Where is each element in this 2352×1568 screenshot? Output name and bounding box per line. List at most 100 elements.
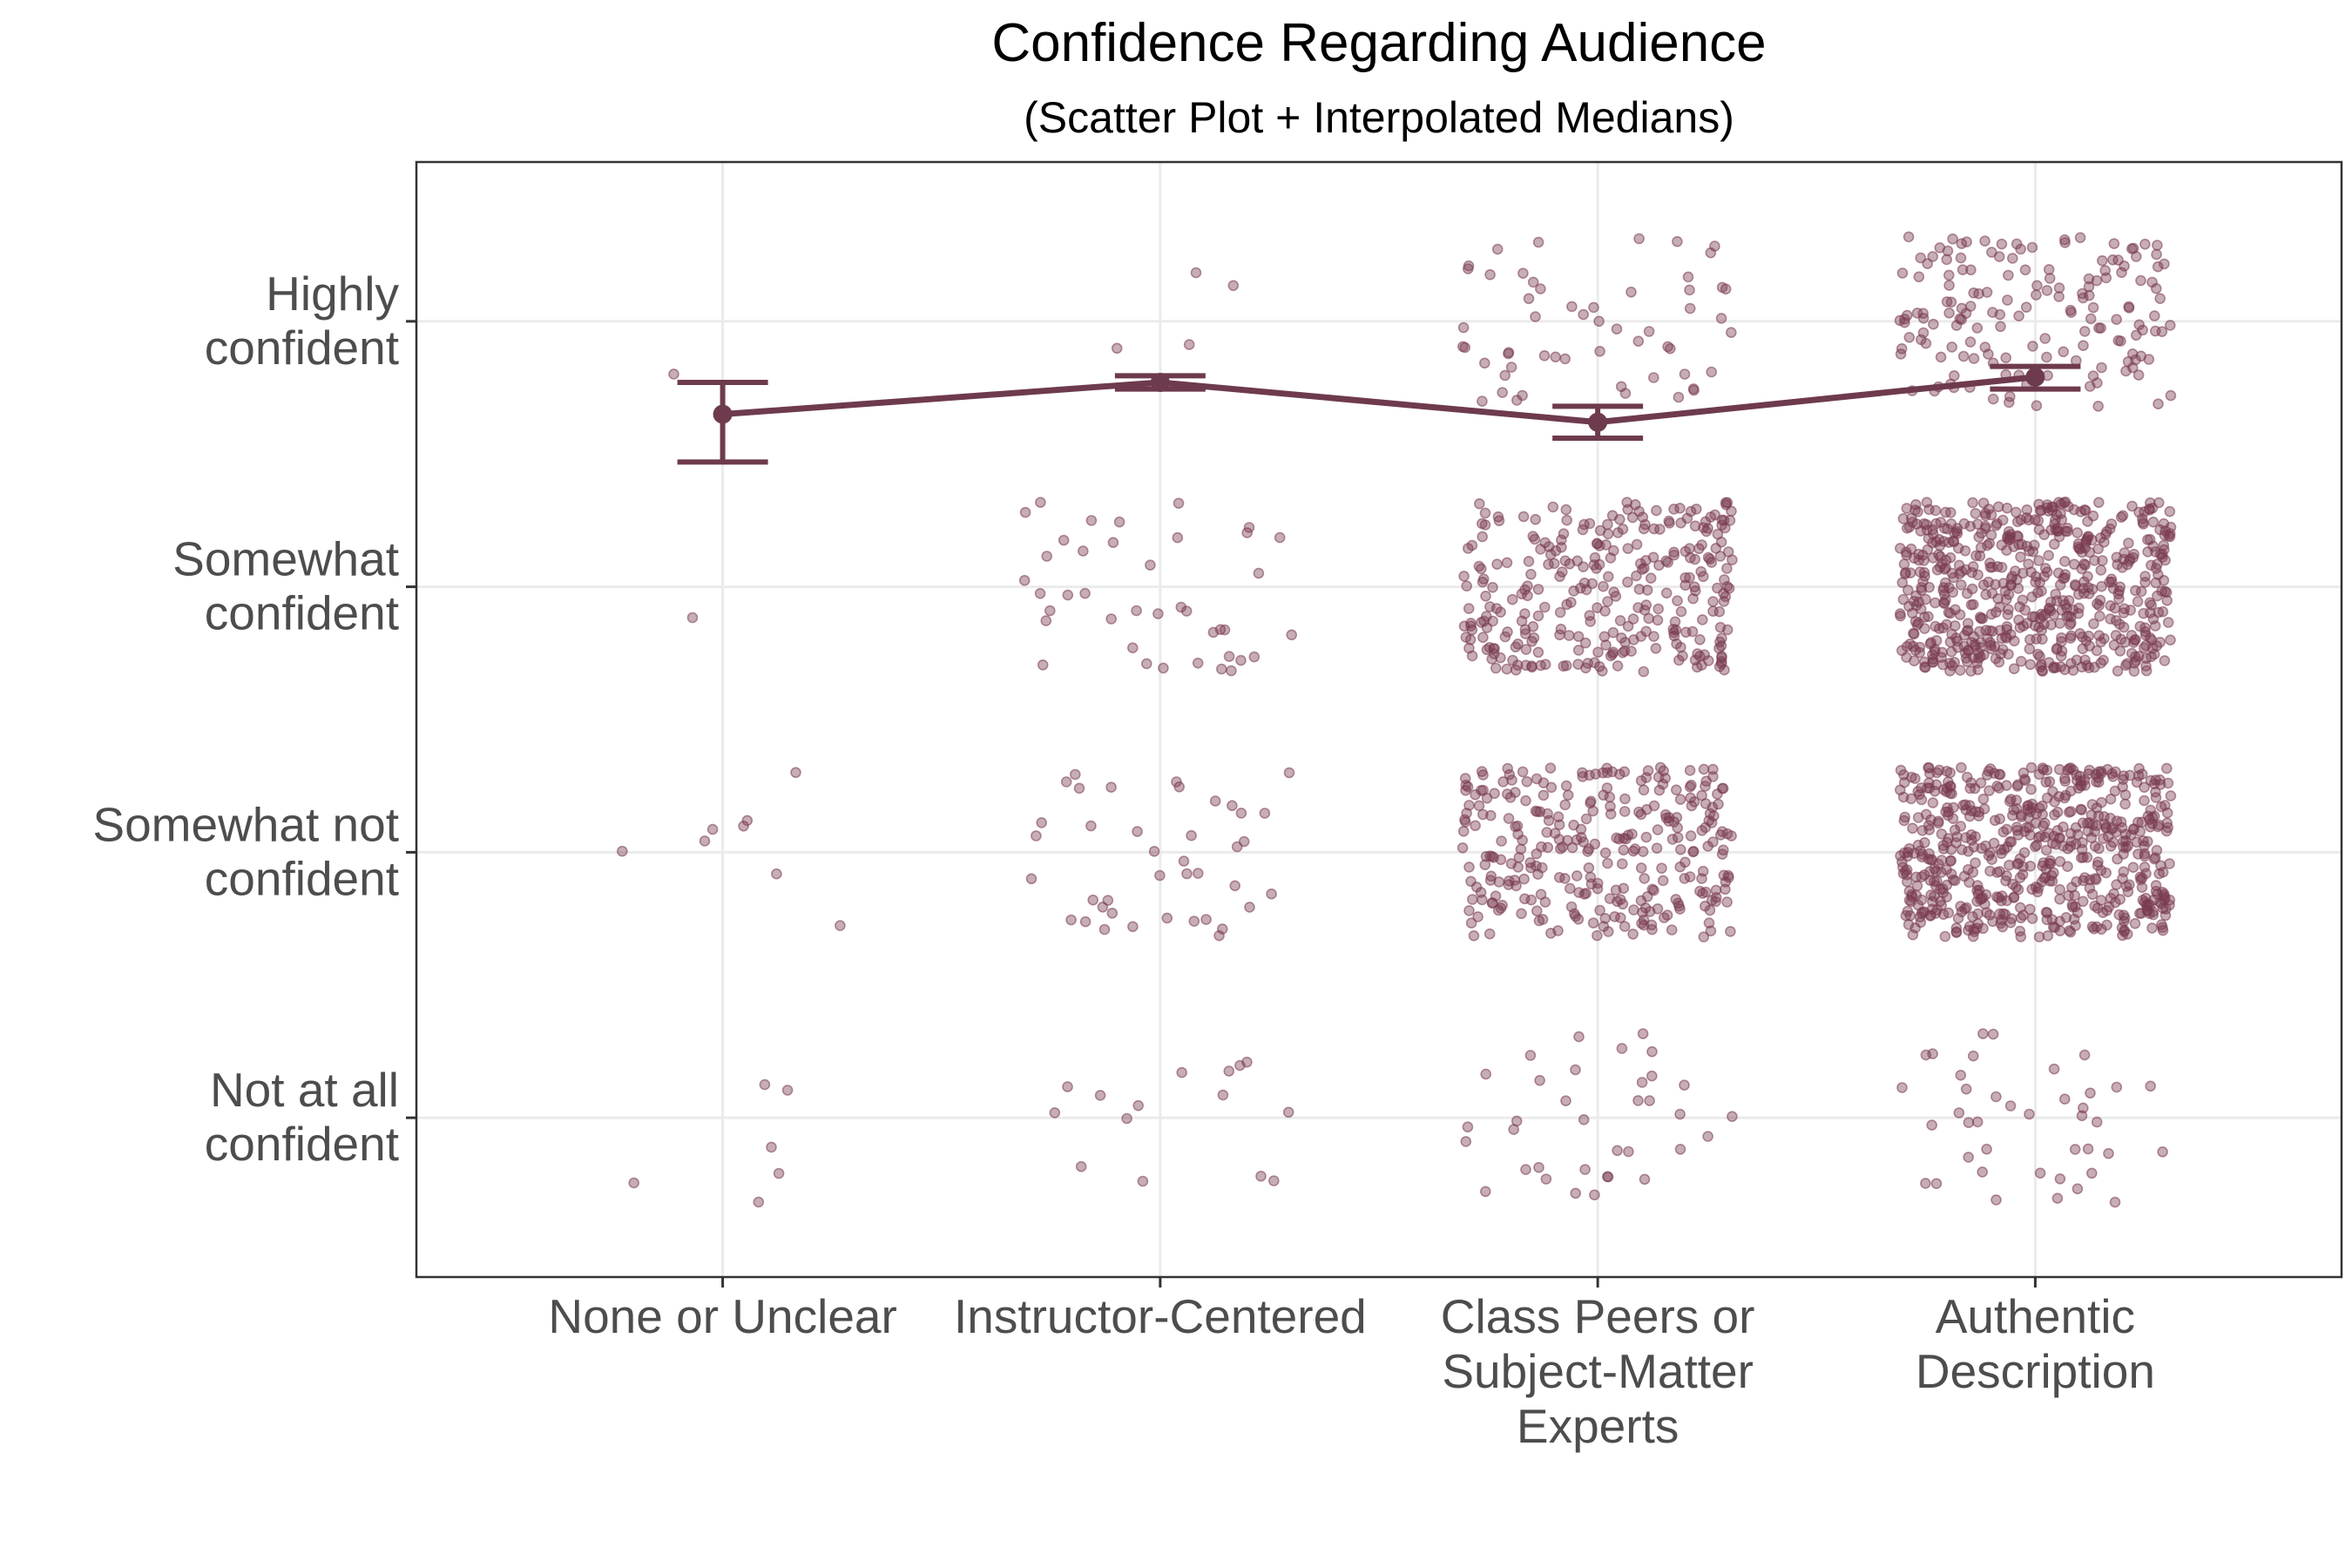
- data-point: [1477, 632, 1489, 644]
- data-point: [1559, 555, 1571, 567]
- data-point: [2053, 531, 2065, 543]
- data-point: [1606, 766, 1619, 778]
- data-point: [1667, 623, 1680, 635]
- x-tick-label: None or Unclear: [548, 1289, 896, 1343]
- x-tick-label-line: Subject-Matter: [1442, 1344, 1754, 1398]
- data-point: [2078, 292, 2089, 304]
- data-point: [1696, 825, 1708, 836]
- data-point: [1958, 640, 1970, 652]
- data-point: [1950, 632, 1962, 644]
- data-point: [2164, 858, 2175, 869]
- data-point: [1173, 497, 1185, 510]
- data-point: [1990, 606, 2002, 618]
- data-point: [2038, 764, 2050, 775]
- data-point: [1488, 851, 1499, 863]
- data-point: [1489, 643, 1500, 654]
- data-point: [1940, 806, 1951, 818]
- data-point: [1909, 628, 1920, 640]
- data-point: [2044, 273, 2056, 284]
- data-point: [2084, 640, 2095, 652]
- data-point: [1503, 348, 1514, 360]
- data-point: [1982, 632, 1993, 645]
- data-point: [2058, 233, 2071, 246]
- data-point: [1927, 537, 1938, 549]
- y-tick-label-line: confident: [205, 1117, 399, 1171]
- y-tick-label-line: confident: [205, 851, 399, 905]
- data-point: [1940, 554, 1952, 566]
- data-point: [2157, 1146, 2168, 1158]
- data-point: [1713, 798, 1724, 810]
- data-point: [1614, 513, 1625, 525]
- x-tick-label: Instructor-Centered: [954, 1289, 1367, 1343]
- data-point: [1679, 368, 1691, 380]
- data-point: [1706, 557, 1718, 568]
- data-point: [2153, 569, 2164, 581]
- data-point: [2161, 762, 2173, 774]
- data-point: [1639, 518, 1651, 531]
- data-point: [2119, 603, 2131, 615]
- y-tick-label-line: Highly: [266, 267, 399, 321]
- data-point: [1532, 236, 1544, 248]
- data-point: [2083, 273, 2095, 285]
- data-point: [1049, 1107, 1061, 1119]
- data-point: [1098, 923, 1111, 936]
- data-point: [1930, 1178, 1943, 1189]
- data-point: [2043, 828, 2054, 839]
- data-point: [1255, 1170, 1267, 1182]
- data-point: [1694, 633, 1706, 645]
- data-point: [1706, 366, 1717, 378]
- data-point: [1977, 579, 1990, 591]
- data-point: [2088, 618, 2099, 630]
- data-point: [2128, 823, 2139, 835]
- data-point: [1644, 906, 1656, 917]
- data-point: [2072, 1183, 2084, 1194]
- data-point: [1700, 781, 1711, 792]
- data-point: [1492, 510, 1504, 523]
- data-point: [2137, 517, 2149, 529]
- data-point: [1511, 395, 1523, 406]
- data-point: [1975, 542, 1987, 553]
- data-point: [2146, 923, 2158, 934]
- data-point: [2096, 796, 2107, 808]
- data-point: [1640, 599, 1652, 611]
- data-point: [1961, 587, 1973, 599]
- data-point: [1954, 313, 1966, 325]
- data-point: [1527, 276, 1539, 288]
- data-point: [1097, 902, 1109, 913]
- data-point: [1506, 593, 1518, 605]
- data-point: [2066, 882, 2078, 894]
- data-point: [1535, 283, 1546, 294]
- data-point: [2139, 896, 2151, 908]
- data-point: [1996, 539, 2008, 551]
- data-point: [2007, 253, 2018, 264]
- data-point: [1895, 610, 1906, 622]
- data-point: [1477, 517, 1488, 530]
- data-point: [1992, 501, 2004, 513]
- data-point: [1175, 601, 1187, 613]
- data-point: [1238, 835, 1250, 848]
- data-point: [2086, 1167, 2098, 1179]
- data-point: [2117, 562, 2128, 573]
- data-point: [2053, 763, 2065, 775]
- data-point: [1990, 1194, 2002, 1206]
- data-point: [2084, 289, 2095, 301]
- data-point: [1132, 1099, 1144, 1112]
- data-point: [1895, 543, 1906, 554]
- data-point: [2081, 851, 2093, 863]
- data-point: [1909, 655, 1920, 667]
- data-point: [2074, 232, 2086, 244]
- data-point: [2147, 540, 2159, 552]
- data-point: [1897, 868, 1909, 880]
- data-point: [1592, 646, 1604, 659]
- data-point: [1479, 357, 1490, 369]
- data-point: [1972, 908, 1984, 920]
- data-point: [2134, 826, 2146, 837]
- data-point: [1997, 826, 2010, 838]
- data-point: [1466, 650, 1478, 662]
- data-point: [1943, 269, 1955, 281]
- data-point: [2026, 241, 2038, 253]
- data-point: [1695, 565, 1707, 578]
- data-point: [1685, 830, 1697, 841]
- data-point: [2107, 253, 2119, 266]
